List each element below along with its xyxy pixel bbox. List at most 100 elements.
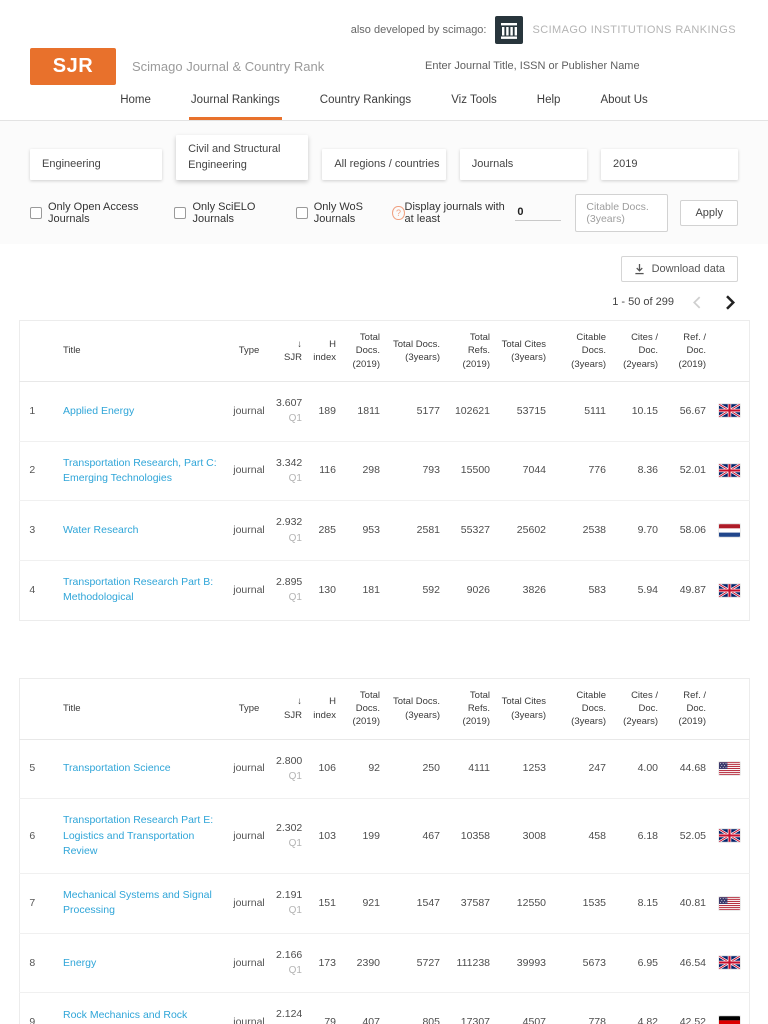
cell-rank: 8 xyxy=(19,932,45,993)
cell-type: journal xyxy=(227,873,271,934)
citable-docs-select[interactable]: Citable Docs. (3years) xyxy=(575,194,669,232)
column-header-total-docs-2019[interactable]: Total Docs. (2019) xyxy=(341,678,385,740)
filter-region[interactable]: All regions / countries xyxy=(322,149,446,180)
cell-title: Applied Energy xyxy=(45,381,227,441)
table-row: 1 Applied Energy journal 3.607 Q1 189 1811 5177… xyxy=(19,381,749,441)
cell-sjr: 2.800 Q1 xyxy=(271,739,307,799)
quartile-badge[interactable]: Q1 xyxy=(288,472,302,484)
top-bar: also developed by scimago: SCIMAGO INSTI… xyxy=(0,0,768,44)
quartile-badge[interactable]: Q1 xyxy=(288,770,302,782)
cell-total-cites-3y: 1253 xyxy=(522,762,546,775)
quartile-badge[interactable]: Q1 xyxy=(288,964,302,976)
quartile-badge[interactable]: Q1 xyxy=(288,532,302,544)
column-header-citable-docs-3years[interactable]: Citable Docs. (3years) xyxy=(551,678,611,740)
cell-cites-per-doc: 4.00 xyxy=(637,762,658,775)
cell-sjr: 2.124Q1 xyxy=(271,992,307,1024)
column-header-total-docs-3years[interactable]: Total Docs. (3years) xyxy=(385,320,445,382)
cell-total-refs: 37587 xyxy=(445,873,495,934)
filter-subject-category[interactable]: Civil and Structural Engineering xyxy=(176,135,309,180)
column-header-total-docs-3years[interactable]: Total Docs. (3years) xyxy=(385,678,445,740)
column-header-type[interactable]: Type xyxy=(227,678,271,740)
cell-country xyxy=(711,992,749,1024)
nav-journal-rankings[interactable]: Journal Rankings xyxy=(188,88,282,120)
column-header-total-cites-3years[interactable]: Total Cites (3years) xyxy=(495,678,551,740)
journal-link[interactable]: Water Research xyxy=(63,524,139,537)
cell-total-refs: 4111 xyxy=(468,762,490,775)
quartile-badge[interactable]: Q1 xyxy=(288,838,302,850)
journal-link[interactable]: Rock Mechanics and Rock Engineering xyxy=(63,1008,188,1024)
column-header-ref-per-doc-2019[interactable]: Ref. / Doc. (2019) xyxy=(663,678,711,740)
cell-h-index: 103 xyxy=(307,798,341,874)
column-header-total-cites-3years[interactable]: Total Cites (3years) xyxy=(495,320,551,382)
cell-country xyxy=(711,500,749,561)
cell-sjr: 2.932 Q1 xyxy=(271,500,307,561)
filter-subject-area[interactable]: Engineering xyxy=(30,149,163,180)
column-header-h-index[interactable]: H index xyxy=(307,678,341,740)
cell-h-index: 285 xyxy=(307,500,341,561)
filter-subject-category-value: Civil and Structural Engineering xyxy=(188,143,281,171)
search-input[interactable] xyxy=(425,60,660,72)
column-header-total-docs-2019[interactable]: Total Docs. (2019) xyxy=(341,320,385,382)
filter-subject-area-value: Engineering xyxy=(42,158,101,170)
cell-type: journal xyxy=(227,932,271,993)
download-data-button[interactable]: Download data xyxy=(620,256,738,282)
journal-link[interactable]: Energy xyxy=(63,956,97,969)
journal-link[interactable]: Transportation Science xyxy=(63,762,171,775)
column-header-country xyxy=(711,678,749,740)
cell-title: Transportation Science xyxy=(45,739,227,799)
journal-link[interactable]: Transportation Research Part E: Logistic… xyxy=(63,814,214,857)
nav-country-rankings[interactable]: Country Rankings xyxy=(319,94,412,106)
cell-total-docs-3y: 250 xyxy=(422,762,440,775)
checkbox-open-access-box[interactable] xyxy=(30,207,42,219)
cell-h-index: 151 xyxy=(307,873,341,934)
journal-link[interactable]: Transportation Research Part B: Methodol… xyxy=(63,576,214,604)
nav-viz-tools[interactable]: Viz Tools xyxy=(451,94,497,106)
quartile-badge[interactable]: Q1 xyxy=(288,905,302,917)
checkbox-scielo-box[interactable] xyxy=(174,207,187,219)
cell-total-refs: 15500 xyxy=(445,440,495,501)
flag-de-icon xyxy=(719,1016,741,1024)
cell-refs-per-doc: 56.67 xyxy=(679,404,706,417)
column-header-title[interactable]: Title xyxy=(45,678,227,740)
column-header-title[interactable]: Title xyxy=(45,320,227,382)
column-header-ref-per-doc-2019[interactable]: Ref. / Doc. (2019) xyxy=(663,320,711,382)
quartile-badge[interactable]: Q1 xyxy=(288,592,302,604)
checkbox-wos[interactable]: Only WoS Journals xyxy=(295,201,391,225)
cell-total-cites-3y: 3008 xyxy=(495,798,551,874)
column-header-total-refs-2019[interactable]: Total Refs. (2019) xyxy=(445,320,495,382)
checkbox-wos-box[interactable] xyxy=(295,207,308,219)
column-header-cites-per-doc-2years[interactable]: Cites / Doc. (2years) xyxy=(611,320,663,382)
column-header-sjr[interactable]: ↓ SJR xyxy=(271,678,307,740)
journal-link[interactable]: Applied Energy xyxy=(63,404,135,417)
cell-cites-per-doc: 8.15 xyxy=(611,873,663,934)
previous-page-button[interactable] xyxy=(688,293,706,311)
help-icon[interactable]: ? xyxy=(392,206,405,220)
nav-home[interactable]: Home xyxy=(120,94,151,106)
sjr-logo[interactable]: SJR xyxy=(30,47,116,85)
apply-button[interactable]: Apply xyxy=(680,200,738,226)
download-data-label: Download data xyxy=(651,263,725,275)
next-page-button[interactable] xyxy=(720,293,738,311)
cell-total-docs: 1811 xyxy=(357,404,380,417)
nav-about-us[interactable]: About Us xyxy=(600,94,648,106)
nav-help[interactable]: Help xyxy=(536,94,561,106)
min-docs-input[interactable] xyxy=(515,205,562,221)
filter-year[interactable]: 2019 xyxy=(600,149,739,180)
checkbox-scielo[interactable]: Only SciELO Journals xyxy=(174,201,280,225)
filter-type[interactable]: Journals xyxy=(459,149,587,180)
column-header-sjr[interactable]: ↓ SJR xyxy=(271,320,307,382)
sjr-value: 2.124 xyxy=(276,1008,303,1021)
column-header-citable-docs-3years[interactable]: Citable Docs. (3years) xyxy=(551,320,611,382)
cell-cites-per-doc: 10.15 xyxy=(631,404,658,417)
cell-citable-docs-3y: 5673 xyxy=(551,932,611,993)
table-row: 2 Transportation Research, Part C: Emergi… xyxy=(19,440,749,501)
cell-refs-per-doc: 44.68 xyxy=(679,762,706,775)
column-header-h-index[interactable]: H index xyxy=(307,320,341,382)
quartile-badge[interactable]: Q1 xyxy=(288,413,302,425)
journal-link[interactable]: Mechanical Systems and Signal Processing xyxy=(63,889,212,917)
column-header-type[interactable]: Type xyxy=(227,320,271,382)
checkbox-open-access[interactable]: Only Open Access Journals xyxy=(30,201,159,225)
column-header-total-refs-2019[interactable]: Total Refs. (2019) xyxy=(445,678,495,740)
column-header-cites-per-doc-2years[interactable]: Cites / Doc. (2years) xyxy=(611,678,663,740)
journal-link[interactable]: Transportation Research, Part C: Emergin… xyxy=(63,456,217,484)
